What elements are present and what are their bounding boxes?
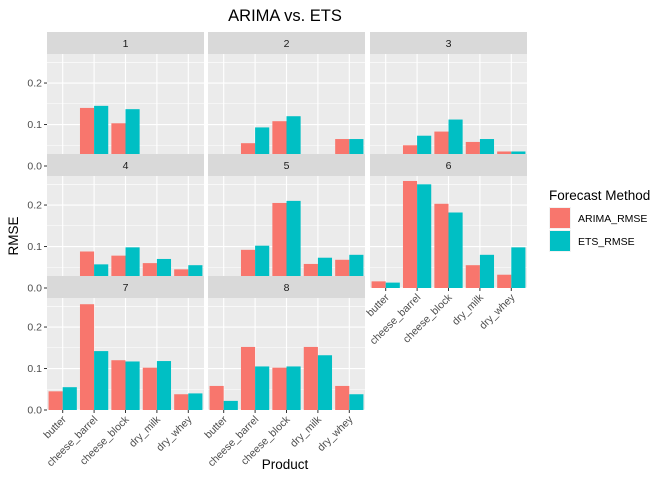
bar-ARIMA_RMSE-cheese_block bbox=[272, 367, 287, 410]
y-tick-label: 0.0 bbox=[27, 161, 42, 173]
bar-ETS_RMSE-cheese_block bbox=[125, 109, 140, 166]
x-tick-label: butter bbox=[202, 413, 230, 441]
x-tick-label: dry_whey bbox=[477, 291, 518, 332]
bar-ETS_RMSE-dry_whey bbox=[188, 393, 203, 410]
facet-strip bbox=[47, 154, 204, 176]
bar-ARIMA_RMSE-cheese_barrel bbox=[79, 107, 95, 166]
facet-strip-label: 1 bbox=[123, 38, 129, 50]
facet-panel-7: 70.00.10.2buttercheese_barrelcheese_bloc… bbox=[27, 276, 204, 469]
bar-ARIMA_RMSE-dry_whey bbox=[174, 394, 189, 410]
facet-strip-label: 2 bbox=[284, 38, 290, 50]
facet-strip-label: 7 bbox=[123, 282, 129, 294]
bar-ARIMA_RMSE-cheese_block bbox=[272, 202, 287, 288]
legend-title: Forecast Method bbox=[549, 188, 650, 203]
facet-strip bbox=[208, 32, 365, 54]
bar-ETS_RMSE-dry_whey bbox=[511, 247, 526, 288]
bar-ETS_RMSE-dry_milk bbox=[317, 355, 333, 410]
y-tick-label: 0.1 bbox=[27, 119, 42, 131]
bar-ETS_RMSE-dry_whey bbox=[349, 394, 364, 410]
facet-panel-3: 3 bbox=[370, 32, 527, 167]
bar-ETS_RMSE-cheese_barrel bbox=[417, 184, 432, 288]
bar-ARIMA_RMSE-dry_milk bbox=[303, 346, 318, 410]
facet-panel-1: 1 0.0 0.1 0.2 bbox=[27, 32, 204, 173]
legend-label-ARIMA_RMSE: ARIMA_RMSE bbox=[578, 213, 647, 225]
bar-ETS_RMSE-cheese_block bbox=[286, 200, 301, 288]
facet-strip-label: 3 bbox=[446, 38, 452, 50]
bar-ETS_RMSE-cheese_barrel bbox=[255, 366, 270, 410]
x-axis-title: Product bbox=[262, 457, 309, 472]
bar-ETS_RMSE-butter bbox=[385, 282, 400, 288]
y-tick-label: 0.1 bbox=[27, 363, 42, 375]
bar-ETS_RMSE-cheese_block bbox=[448, 212, 463, 288]
x-tick-label: dry_whey bbox=[154, 413, 195, 454]
x-tick-label: butter bbox=[41, 413, 69, 441]
bar-ARIMA_RMSE-butter bbox=[209, 385, 224, 410]
y-tick-label: 0.1 bbox=[27, 241, 42, 253]
bar-ARIMA_RMSE-cheese_block bbox=[111, 360, 126, 410]
y-tick-label: 0.0 bbox=[27, 283, 42, 295]
facet-strip-label: 8 bbox=[284, 282, 290, 294]
bar-ETS_RMSE-dry_milk bbox=[156, 361, 172, 410]
bar-ARIMA_RMSE-dry_whey bbox=[497, 274, 512, 288]
bar-ETS_RMSE-butter bbox=[62, 387, 77, 410]
bar-ETS_RMSE-butter bbox=[223, 400, 238, 410]
facet-panel-6: 6buttercheese_barrelcheese_blockdry_milk… bbox=[364, 154, 527, 347]
facet-strip-label: 6 bbox=[446, 160, 452, 172]
facet-panel-4: 4 0.0 0.1 0.2 bbox=[27, 154, 204, 295]
facet-strip bbox=[370, 32, 527, 54]
y-tick-label: 0.2 bbox=[27, 78, 42, 90]
y-tick-label: 0.0 bbox=[27, 405, 42, 417]
chart-title: ARIMA vs. ETS bbox=[228, 7, 342, 25]
facet-panel-8: 8buttercheese_barrelcheese_blockdry_milk… bbox=[202, 276, 365, 469]
bar-ARIMA_RMSE-cheese_barrel bbox=[240, 346, 256, 410]
facet-panel-2: 2 bbox=[208, 32, 365, 167]
bar-ARIMA_RMSE-cheese_block bbox=[434, 203, 449, 288]
bar-ARIMA_RMSE-butter bbox=[48, 391, 63, 410]
facet-strip bbox=[47, 32, 204, 54]
facet-panels: 10.00.10.22 340.00.10.25 6buttercheese_bar… bbox=[27, 32, 527, 469]
x-tick-label: dry_whey bbox=[315, 413, 356, 454]
facet-strip bbox=[47, 276, 204, 298]
legend-label-ETS_RMSE: ETS_RMSE bbox=[578, 236, 635, 248]
facet-strip bbox=[370, 154, 527, 176]
legend: Forecast Method ARIMA_RMSE ETS_RMSE bbox=[549, 188, 650, 252]
y-axis-title: RMSE bbox=[6, 216, 21, 255]
bar-ETS_RMSE-dry_milk bbox=[479, 254, 495, 288]
bar-ETS_RMSE-cheese_block bbox=[286, 116, 301, 166]
bar-ETS_RMSE-cheese_block bbox=[125, 361, 140, 410]
bar-ARIMA_RMSE-dry_milk bbox=[465, 265, 480, 288]
bar-ARIMA_RMSE-cheese_barrel bbox=[79, 304, 95, 410]
bar-ARIMA_RMSE-butter bbox=[371, 281, 386, 288]
bar-ARIMA_RMSE-dry_whey bbox=[335, 385, 350, 410]
facet-strip bbox=[208, 276, 365, 298]
legend-key-ETS_RMSE bbox=[550, 231, 570, 251]
bar-ETS_RMSE-cheese_barrel bbox=[94, 105, 109, 166]
bar-ETS_RMSE-cheese_barrel bbox=[94, 351, 109, 410]
y-tick-label: 0.2 bbox=[27, 322, 42, 334]
facet-strip-label: 5 bbox=[284, 160, 290, 172]
legend-key-ARIMA_RMSE bbox=[550, 208, 570, 228]
bar-ARIMA_RMSE-cheese_barrel bbox=[402, 180, 418, 288]
x-tick-label: butter bbox=[364, 291, 392, 319]
bar-ETS_RMSE-cheese_block bbox=[286, 366, 301, 410]
facet-strip bbox=[208, 154, 365, 176]
bar-ARIMA_RMSE-dry_milk bbox=[142, 367, 157, 410]
facet-panel-5: 5 bbox=[208, 154, 365, 289]
facet-strip-label: 4 bbox=[123, 160, 129, 172]
y-tick-label: 0.2 bbox=[27, 200, 42, 212]
